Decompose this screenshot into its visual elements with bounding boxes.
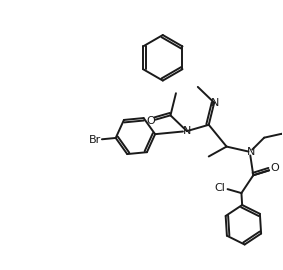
Text: Br: Br (89, 135, 101, 145)
Text: N: N (211, 98, 219, 108)
Text: O: O (271, 163, 279, 173)
Text: Cl: Cl (214, 183, 225, 193)
Text: N: N (247, 147, 256, 157)
Text: O: O (146, 116, 155, 126)
Text: N: N (183, 126, 191, 136)
